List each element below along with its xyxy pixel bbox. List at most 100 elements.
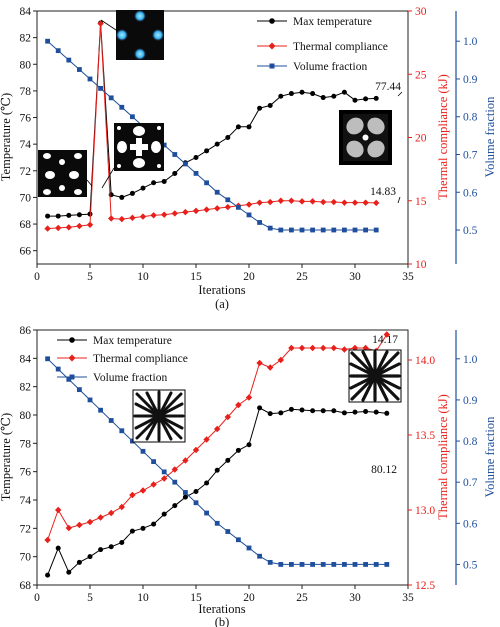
data-point-thermal-compliance <box>118 503 125 511</box>
x-axis-ticks-a: 0 5 10 15 20 25 30 35 <box>34 264 414 283</box>
x-tick-label: 5 <box>87 271 93 283</box>
data-point-thermal-compliance <box>320 198 327 206</box>
x-tick-label: 35 <box>402 592 414 604</box>
data-point-volume-fraction <box>204 510 209 516</box>
data-point-thermal-compliance <box>277 197 284 204</box>
annotation-leader-a1 <box>397 91 403 97</box>
data-point-max-temperature <box>108 544 114 550</box>
data-point-volume-fraction <box>130 114 135 120</box>
y-left-tick-label: 70 <box>20 552 32 564</box>
y-left-tick-label: 74 <box>20 139 32 151</box>
data-point-thermal-compliance <box>214 205 221 212</box>
data-point-thermal-compliance <box>97 514 104 521</box>
data-point-max-temperature <box>140 185 146 191</box>
y-right2-tick-label: 1.0 <box>463 354 478 366</box>
data-point-volume-fraction <box>77 387 82 393</box>
data-point-volume-fraction <box>246 545 252 551</box>
plot-frame-b <box>36 329 409 586</box>
x-tick-label: 25 <box>296 592 308 604</box>
y-right2-tick-label: 0.9 <box>463 395 478 407</box>
data-point-thermal-compliance <box>150 212 157 219</box>
data-point-thermal-compliance <box>108 215 115 222</box>
y-left-tick-label: 74 <box>20 495 32 507</box>
y-right2-tick-label: 0.6 <box>463 187 478 199</box>
svg-text:Max temperature: Max temperature <box>93 335 172 347</box>
data-point-max-temperature <box>151 521 157 527</box>
data-point-volume-fraction <box>352 562 358 567</box>
data-point-thermal-compliance <box>235 401 242 409</box>
y-right1-tick-label: 25 <box>415 69 427 81</box>
inset-topology-early-a <box>38 150 87 197</box>
y-right2-tick-label: 0.8 <box>463 112 478 124</box>
y-left-tick-label: 70 <box>20 192 32 204</box>
data-point-thermal-compliance <box>320 344 327 352</box>
annotation-max-temp-final-a: 77.44 <box>375 81 401 93</box>
inset-topology-mid-b <box>132 389 186 443</box>
x-axis-ticks-b: 0 5 10 15 20 25 30 35 <box>34 585 414 604</box>
data-point-thermal-compliance <box>192 207 200 215</box>
data-point-thermal-compliance <box>362 199 369 206</box>
data-point-max-temperature <box>98 547 104 553</box>
data-point-volume-fraction <box>183 161 188 167</box>
panel-a: 0 5 10 15 20 25 30 35 66 68 70 72 74 76 78 80 82 84 10 15… <box>0 6 497 311</box>
data-point-thermal-compliance <box>298 198 306 205</box>
data-point-max-temperature <box>384 410 390 416</box>
data-point-thermal-compliance <box>330 344 337 352</box>
data-point-volume-fraction <box>299 562 305 567</box>
data-point-thermal-compliance <box>309 198 316 205</box>
data-point-volume-fraction <box>267 559 273 565</box>
data-point-max-temperature <box>246 442 252 448</box>
y-left-tick-label: 72 <box>20 166 32 178</box>
series-line-thermal-compliance <box>47 23 377 230</box>
data-point-max-temperature <box>193 489 199 494</box>
inset-topology-final-a <box>339 110 392 165</box>
data-point-max-temperature <box>267 103 273 109</box>
data-point-max-temperature <box>87 554 93 560</box>
data-point-max-temperature <box>66 569 72 575</box>
x-tick-label: 20 <box>243 592 255 604</box>
data-point-max-temperature <box>45 213 51 219</box>
data-point-volume-fraction <box>108 418 114 423</box>
annotation-leader-a2 <box>397 196 401 204</box>
data-point-thermal-compliance <box>245 201 253 208</box>
y-right1-label-b: Thermal compliance (kJ) <box>436 394 450 520</box>
legend-item-max-temperature-a: Max temperature <box>257 16 372 28</box>
left-axis-ticks-b: 68 70 72 74 76 78 80 82 84 86 <box>20 325 37 592</box>
data-point-volume-fraction <box>352 227 358 233</box>
data-point-volume-fraction <box>342 227 347 233</box>
svg-text:Volume fraction: Volume fraction <box>93 372 167 384</box>
data-point-volume-fraction <box>289 562 294 567</box>
data-point-volume-fraction <box>161 469 167 475</box>
annotation-compliance-final-a: 14.83 <box>370 186 396 198</box>
data-point-volume-fraction <box>140 448 146 454</box>
data-point-thermal-compliance <box>129 491 136 499</box>
x-tick-label: 20 <box>243 271 255 283</box>
data-point-max-temperature <box>87 211 93 217</box>
data-point-max-temperature <box>320 95 326 101</box>
data-point-max-temperature <box>246 124 252 130</box>
data-point-thermal-compliance <box>267 364 274 371</box>
data-point-max-temperature <box>331 408 337 414</box>
data-point-volume-fraction <box>331 227 337 233</box>
data-point-volume-fraction <box>236 204 241 210</box>
y-left-tick-label: 84 <box>20 6 32 18</box>
data-point-max-temperature <box>214 141 220 147</box>
data-point-max-temperature <box>172 170 178 176</box>
data-point-volume-fraction <box>55 366 61 372</box>
data-point-max-temperature <box>129 190 135 196</box>
data-point-thermal-compliance <box>298 344 306 352</box>
y-left-tick-label: 72 <box>20 523 32 535</box>
y-right1-tick-label: 15 <box>415 196 427 208</box>
data-point-max-temperature <box>278 410 284 416</box>
y-right1-tick-label: 12.5 <box>415 580 435 592</box>
data-point-volume-fraction <box>214 189 220 195</box>
y-left-tick-label: 82 <box>20 382 32 394</box>
data-point-thermal-compliance <box>351 199 359 206</box>
data-point-volume-fraction <box>193 170 199 176</box>
y-right2-tick-label: 0.8 <box>463 436 478 448</box>
data-point-volume-fraction <box>373 227 379 233</box>
data-point-max-temperature <box>373 95 379 101</box>
y-left-tick-label: 86 <box>20 325 32 337</box>
data-point-thermal-compliance <box>341 199 348 206</box>
y-right1-tick-label: 10 <box>415 259 427 271</box>
